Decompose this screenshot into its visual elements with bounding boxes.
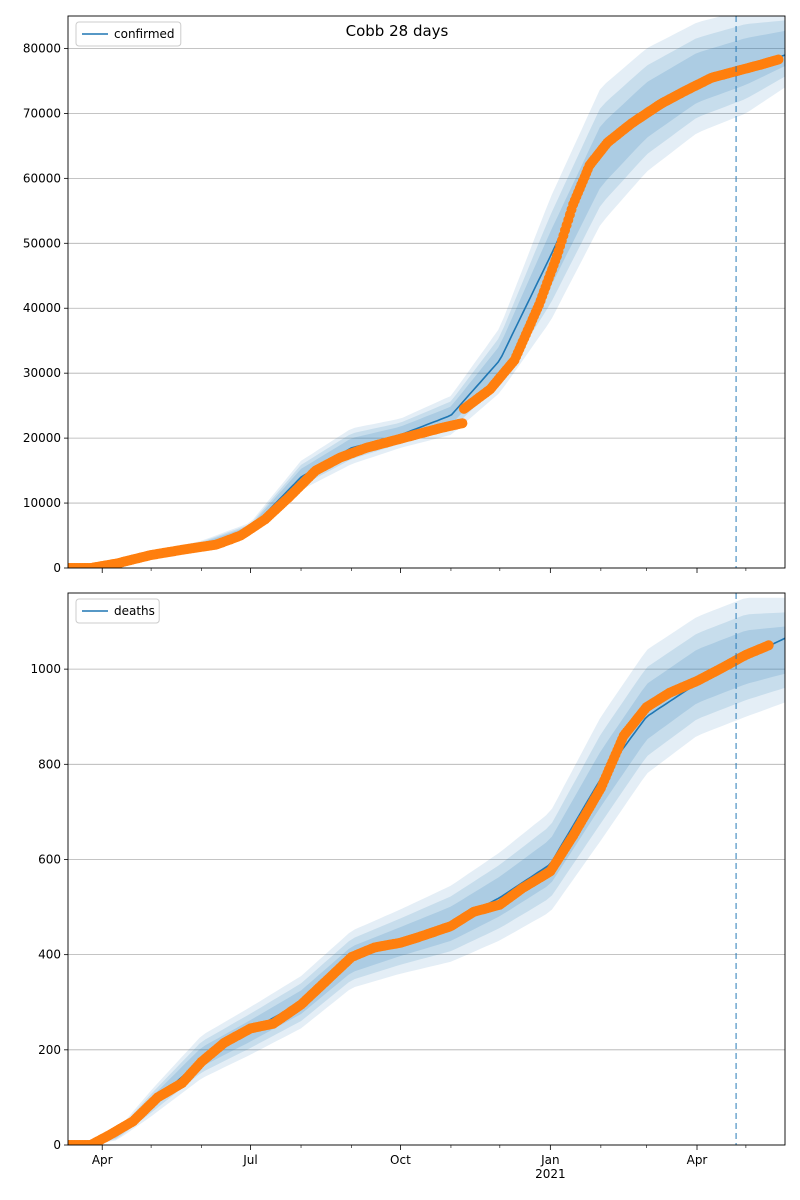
x-tick-label: Jan <box>540 1153 560 1167</box>
y-tick-label: 200 <box>38 1043 61 1057</box>
legend-label: deaths <box>114 604 155 618</box>
y-tick-label: 400 <box>38 948 61 962</box>
uncertainty-band <box>68 20 785 568</box>
plot-area <box>68 597 785 1145</box>
y-tick-label: 600 <box>38 852 61 866</box>
x-tick-label: Apr <box>687 1153 708 1167</box>
x-tick-label: Oct <box>390 1153 411 1167</box>
legend: confirmed <box>75 21 182 47</box>
uncertainty-band <box>68 597 785 1145</box>
data-point <box>773 54 784 65</box>
axes-frame <box>67 15 786 569</box>
y-tick-label: 20000 <box>23 431 61 445</box>
legend: deaths <box>75 598 160 624</box>
y-tick-label: 800 <box>38 757 61 771</box>
uncertainty-band <box>68 612 785 1145</box>
confirmed-panel: 0 10000 20000 30000 40000 50000 60000 70000 8000… <box>23 15 786 575</box>
y-tick-label: 0 <box>53 561 61 575</box>
data-point <box>763 640 774 651</box>
y-tick-label: 60000 <box>23 171 61 185</box>
y-tick-label: 0 <box>53 1138 61 1152</box>
chart-title: Cobb 28 days <box>346 22 449 40</box>
plot-area <box>68 16 785 568</box>
y-tick-label: 40000 <box>23 301 61 315</box>
uncertainty-band <box>68 16 785 568</box>
uncertainty-band <box>68 626 785 1145</box>
y-tick-label: 1000 <box>30 662 61 676</box>
legend-label: confirmed <box>114 27 175 41</box>
uncertainty-band <box>68 30 785 568</box>
axes-frame <box>67 592 786 1146</box>
data-point <box>457 418 468 429</box>
legend-box <box>75 21 182 47</box>
x-tick-label: 2021 <box>535 1167 566 1181</box>
legend-box <box>75 598 160 624</box>
y-tick-label: 10000 <box>23 496 61 510</box>
y-tick-label: 50000 <box>23 236 61 250</box>
y-tick-label: 80000 <box>23 41 61 55</box>
y-tick-label: 30000 <box>23 366 61 380</box>
x-tick-label: Apr <box>92 1153 113 1167</box>
y-tick-label: 70000 <box>23 106 61 120</box>
x-tick-label: Jul <box>242 1153 257 1167</box>
